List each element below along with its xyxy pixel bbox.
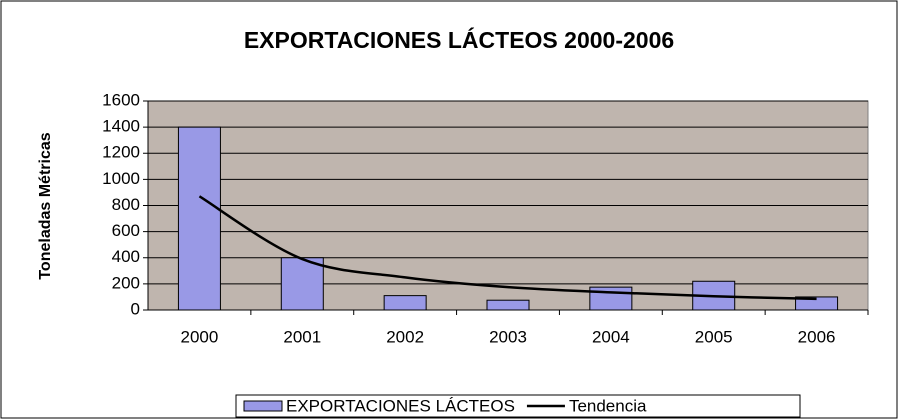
y-axis-label: Toneladas Métricas: [37, 132, 54, 279]
y-tick-label: 1000: [102, 169, 140, 188]
bar: [383, 295, 427, 311]
legend-swatch: [243, 400, 283, 412]
trend-line: [198, 195, 817, 301]
bar: [280, 257, 324, 311]
y-tick-label: 1400: [102, 117, 140, 136]
y-tick-label: 0: [131, 299, 140, 318]
legend-box: [235, 394, 801, 418]
x-tick-label: 2005: [695, 327, 733, 346]
y-tick-label: 1600: [102, 90, 140, 109]
y-tick-label: 1200: [102, 143, 140, 162]
x-tick-label: 2006: [798, 327, 836, 346]
y-tick-label: 400: [112, 247, 140, 266]
legend-label: EXPORTACIONES LÁCTEOS: [286, 396, 515, 415]
y-tick-label: 800: [112, 195, 140, 214]
x-tick-label: 2002: [386, 327, 424, 346]
x-tick-label: 2004: [592, 327, 630, 346]
x-tick-label: 2003: [489, 327, 527, 346]
y-tick-label: 200: [112, 273, 140, 292]
bar: [177, 126, 221, 311]
y-tick-label: 600: [112, 221, 140, 240]
chart-title: EXPORTACIONES LÁCTEOS 2000-2006: [244, 26, 674, 53]
x-tick-label: 2001: [283, 327, 321, 346]
x-tick-label: 2000: [181, 327, 219, 346]
bar: [486, 299, 530, 311]
legend-label: Tendencia: [569, 396, 647, 415]
